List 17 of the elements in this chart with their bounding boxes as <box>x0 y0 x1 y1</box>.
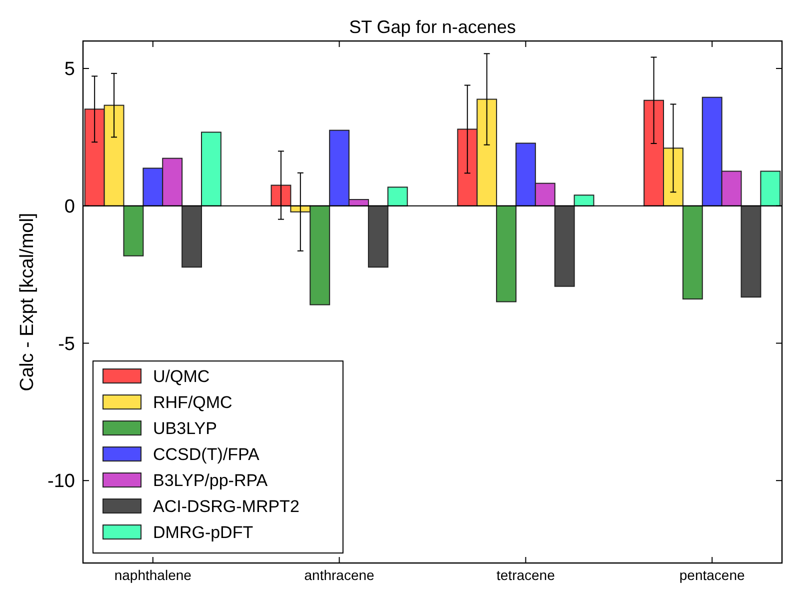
x-tick-label: tetracene <box>496 567 556 583</box>
y-tick-label: 5 <box>64 59 75 80</box>
x-tick-label: pentacene <box>679 567 746 583</box>
x-tick-label: naphthalene <box>114 567 192 583</box>
legend-label: B3LYP/pp-RPA <box>153 470 268 490</box>
legend-label: UB3LYP <box>153 418 217 438</box>
y-tick-label: -5 <box>58 334 75 355</box>
chart-title: ST Gap for n-acenes <box>349 17 516 37</box>
y-axis-title: Calc - Expt [kcal/mol] <box>17 212 38 392</box>
legend-label: DMRG-pDFT <box>153 522 254 542</box>
legend-label: CCSD(T)/FPA <box>153 444 260 464</box>
legend-label: U/QMC <box>153 366 210 386</box>
x-tick-label: anthracene <box>304 567 375 583</box>
y-tick-label: -10 <box>48 471 75 492</box>
legend-label: RHF/QMC <box>153 392 232 412</box>
legend-label: ACI-DSRG-MRPT2 <box>153 496 300 516</box>
y-tick-label: 0 <box>64 196 75 218</box>
